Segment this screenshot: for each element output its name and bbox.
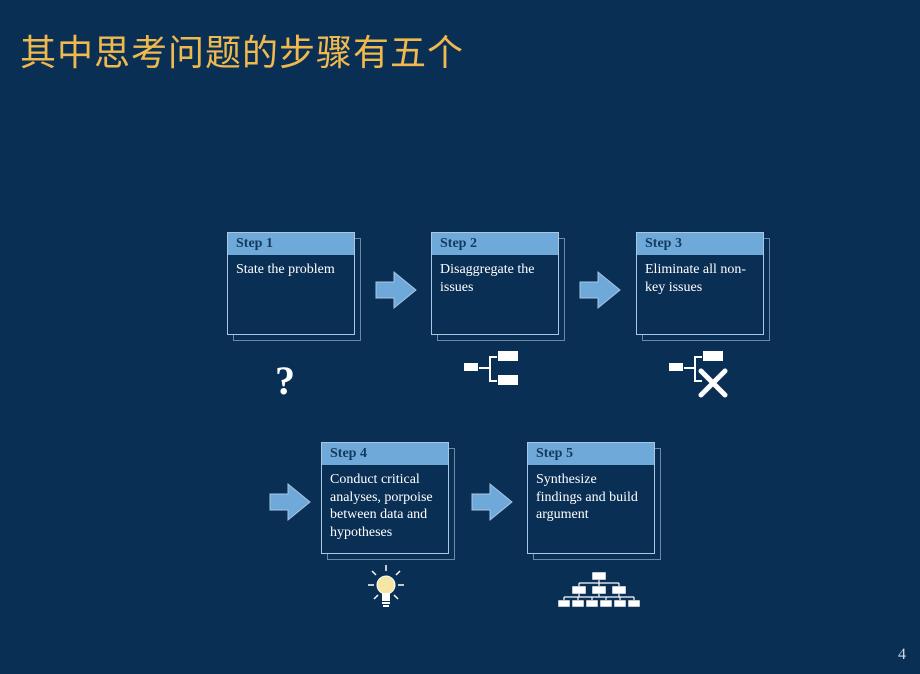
lightbulb-icon [366, 565, 406, 616]
step-label: Step 3 [637, 233, 763, 255]
step-box: Step 2 Disaggregate the issues [431, 232, 559, 335]
step-body: Disaggregate the issues [432, 255, 558, 334]
step-label: Step 5 [528, 443, 654, 465]
step-3: Step 3 Eliminate all non-key issues [636, 232, 764, 335]
step-5: Step 5 Synthesize findings and build arg… [527, 442, 655, 554]
hierarchy-icon [555, 572, 641, 616]
step-1: Step 1 State the problem [227, 232, 355, 335]
step-body: Conduct critical analyses, porpoise betw… [322, 465, 448, 553]
arrow-icon [578, 270, 622, 315]
step-box: Step 4 Conduct critical analyses, porpoi… [321, 442, 449, 554]
step-body: Eliminate all non-key issues [637, 255, 763, 334]
tree-icon [463, 350, 523, 390]
step-label: Step 2 [432, 233, 558, 255]
slide-title: 其中思考问题的步骤有五个 [20, 24, 464, 76]
step-label: Step 4 [322, 443, 448, 465]
step-4: Step 4 Conduct critical analyses, porpoi… [321, 442, 449, 554]
step-body: Synthesize findings and build argument [528, 465, 654, 553]
step-box: Step 1 State the problem [227, 232, 355, 335]
arrow-icon [268, 482, 312, 527]
tree-cross-icon [668, 350, 732, 398]
step-2: Step 2 Disaggregate the issues [431, 232, 559, 335]
step-body: State the problem [228, 255, 354, 334]
step-box: Step 3 Eliminate all non-key issues [636, 232, 764, 335]
page-number: 4 [898, 646, 906, 664]
arrow-icon [470, 482, 514, 527]
arrow-icon [374, 270, 418, 315]
step-box: Step 5 Synthesize findings and build arg… [527, 442, 655, 554]
step-label: Step 1 [228, 233, 354, 255]
slide: 其中思考问题的步骤有五个 Step 1 State the problem St… [0, 0, 920, 674]
question-mark-icon: ? [275, 357, 295, 404]
